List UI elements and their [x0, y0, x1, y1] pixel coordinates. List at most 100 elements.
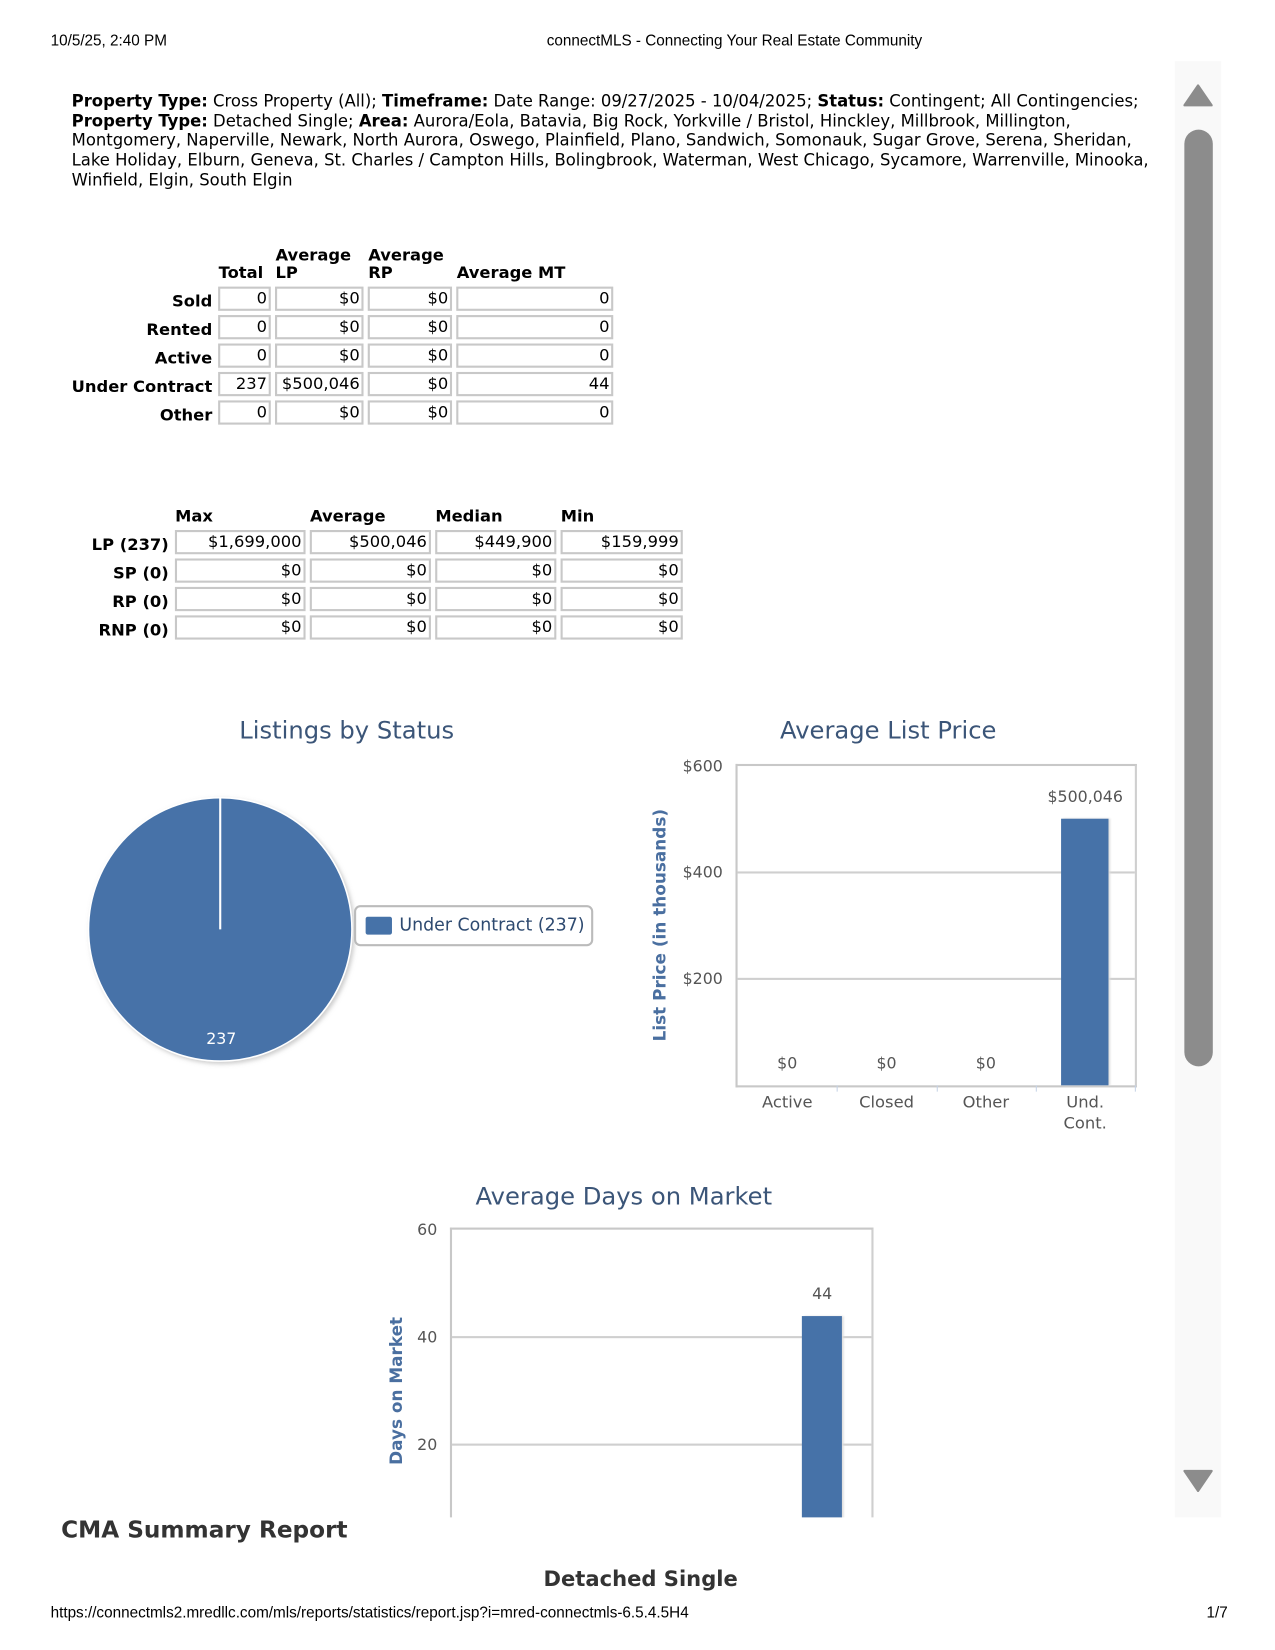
criteria-value: Date Range: 09/27/2025 - 10/04/2025;	[488, 91, 818, 111]
column-header: Max	[175, 506, 213, 526]
table-cell: $0	[275, 400, 365, 425]
table-cell: $0	[560, 615, 683, 640]
page-title: connectMLS - Connecting Your Real Estate…	[546, 32, 923, 50]
column-header: Median	[435, 506, 503, 526]
search-criteria: Property Type: Cross Property (All); Tim…	[72, 92, 1163, 191]
table-cell: 0	[218, 343, 272, 368]
avg-dom-title: Average Days on Market	[475, 1183, 773, 1211]
y-tick-label: 40	[417, 1327, 438, 1347]
criteria-label: Area:	[358, 111, 409, 131]
price-summary-table: Max Average Median Min LP (237) $1,699,000 $50…	[87, 504, 687, 644]
row-label: Active	[154, 348, 213, 368]
row-label: RP (0)	[112, 592, 169, 612]
table-row: Other 0 $0 $0 0	[72, 400, 614, 425]
x-tick-mark	[936, 1085, 938, 1092]
pie-chart-title: Listings by Status	[239, 717, 455, 745]
table-cell: $0	[435, 558, 557, 583]
table-cell: $1,699,000	[175, 530, 306, 555]
corner-cell	[72, 247, 215, 283]
criteria-value: Detached Single;	[207, 111, 359, 131]
bar-data-label[interactable]: $0	[975, 1053, 996, 1073]
column-header: Min	[560, 506, 595, 526]
report-subtitle: Detached Single	[543, 1565, 738, 1592]
y-tick-label: 20	[417, 1435, 438, 1455]
row-label: Other	[159, 405, 213, 425]
table-cell: $0	[368, 286, 453, 311]
y-tick-label: 60	[417, 1220, 438, 1240]
table-cell: 0	[218, 400, 272, 425]
scrollbar[interactable]	[1174, 61, 1222, 1518]
x-category-label: Other	[962, 1092, 1010, 1112]
avg-list-price-plot: $0 $0 $0 $500,046	[735, 763, 1137, 1088]
table-cell: $0	[309, 615, 432, 640]
scroll-up-icon[interactable]	[1183, 84, 1213, 107]
scrollbar-thumb[interactable]	[1184, 129, 1213, 1067]
table-cell: $0	[368, 400, 453, 425]
bar-data-label[interactable]: $0	[876, 1053, 897, 1073]
gridline	[452, 1443, 872, 1446]
bar-under-contract[interactable]	[802, 1315, 843, 1518]
pie-legend[interactable]: Under Contract (237)	[354, 905, 594, 947]
table-cell: $0	[368, 371, 453, 397]
table-cell: $159,999	[560, 530, 683, 555]
row-label: Rented	[146, 320, 213, 340]
table-cell: $0	[175, 615, 306, 640]
table-row: Sold 0 $0 $0 0	[72, 286, 614, 311]
table-cell: $0	[435, 615, 557, 640]
table-row: SP (0) $0 $0 $0 $0	[92, 558, 683, 583]
table-cell: 0	[218, 286, 272, 311]
table-cell: 0	[456, 343, 614, 368]
table-cell: $0	[368, 343, 453, 368]
table-cell: $0	[560, 586, 683, 612]
bar-data-label[interactable]: $0	[777, 1053, 798, 1073]
x-category-label: Und. Cont.	[1063, 1092, 1107, 1133]
table-cell: $0	[275, 315, 365, 340]
bar-data-label[interactable]: 44	[812, 1284, 833, 1303]
column-header: Total	[218, 263, 264, 283]
table-cell: $0	[175, 558, 306, 583]
table-cell: $500,046	[309, 530, 432, 555]
table-cell: $0	[309, 558, 432, 583]
x-category-label: Active	[761, 1092, 813, 1112]
row-label: RNP (0)	[98, 620, 169, 640]
table-cell: $0	[275, 343, 365, 368]
table-row: RNP (0) $0 $0 $0 $0	[92, 615, 683, 640]
table-cell: 237	[218, 371, 272, 397]
gridline	[737, 977, 1135, 980]
table-row: Under Contract 237 $500,046 $0 44	[71, 371, 614, 397]
table-cell: 44	[456, 371, 614, 397]
row-label: Under Contract	[71, 377, 213, 397]
criteria-label: Property Type:	[71, 91, 208, 111]
listings-by-status-pie	[87, 796, 353, 1062]
report-title: CMA Summary Report	[61, 1517, 348, 1544]
bar-und-cont-[interactable]	[1061, 819, 1109, 1086]
criteria-value: Contingent; All Contingencies;	[884, 91, 1139, 111]
table-row: Active 0 $0 $0 0	[72, 343, 614, 368]
table-cell: $0	[175, 586, 306, 612]
scroll-down-icon[interactable]	[1183, 1469, 1213, 1493]
table-cell: $500,046	[275, 371, 365, 397]
criteria-label: Status:	[817, 91, 885, 111]
footer-url[interactable]: https://connectmls2.mredllc.com/mls/repo…	[50, 1604, 689, 1622]
gridline	[452, 1336, 872, 1339]
y-axis-label: List Price (in thousands)	[649, 808, 670, 1042]
corner-cell	[92, 508, 171, 526]
bar-data-label[interactable]: $500,046	[1047, 787, 1123, 807]
y-tick-label: $400	[682, 862, 723, 882]
table-cell: $0	[309, 586, 432, 612]
table-cell: $0	[275, 286, 365, 311]
column-header: Average	[309, 506, 386, 526]
legend-label: Under Contract (237)	[399, 914, 585, 935]
page-number: 1/7	[1206, 1604, 1228, 1622]
x-category-label: Closed	[859, 1092, 914, 1112]
column-header: Average MT	[456, 263, 566, 283]
avg-dom-plot: 44	[449, 1227, 874, 1518]
status-summary-table: Total Average LP Average RP Average MT Sold 0…	[67, 242, 618, 429]
row-label: Sold	[171, 291, 213, 311]
x-tick-mark	[1035, 1085, 1037, 1092]
column-header: Average RP	[368, 245, 444, 283]
table-cell: $0	[560, 558, 683, 583]
row-label: LP (237)	[91, 535, 169, 555]
gridline	[737, 871, 1135, 874]
column-header: Average LP	[275, 245, 352, 283]
